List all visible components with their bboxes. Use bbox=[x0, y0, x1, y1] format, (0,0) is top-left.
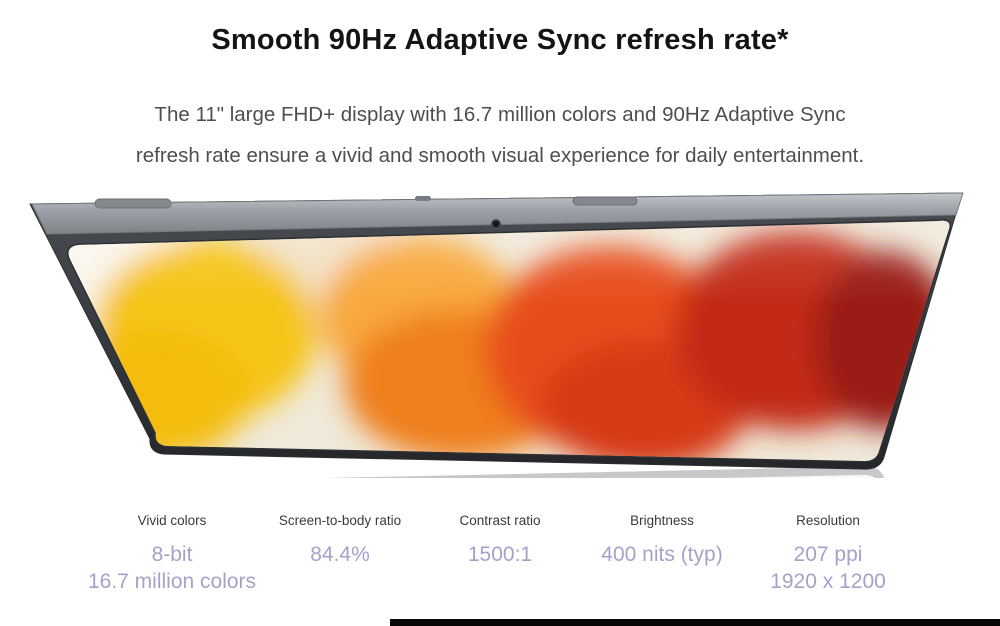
next-section-edge bbox=[390, 619, 1000, 626]
mic-slot bbox=[415, 196, 431, 201]
front-camera-lens bbox=[494, 222, 498, 226]
volume-button bbox=[94, 198, 172, 209]
tablet-reflection bbox=[15, 466, 963, 608]
subtitle-line2: refresh rate ensure a vivid and smooth v… bbox=[135, 144, 865, 167]
subtitle: The 11" large FHD+ display with 16.7 mil… bbox=[0, 94, 1000, 176]
tablet-image bbox=[0, 178, 1000, 608]
subtitle-line1: The 11" large FHD+ display with 16.7 mil… bbox=[154, 103, 846, 126]
page-title: Smooth 90Hz Adaptive Sync refresh rate* bbox=[211, 24, 789, 56]
power-button bbox=[572, 196, 638, 206]
screen-gloss bbox=[68, 220, 950, 462]
tablet-svg bbox=[0, 192, 1000, 608]
tablet-frame-edge bbox=[31, 192, 964, 235]
